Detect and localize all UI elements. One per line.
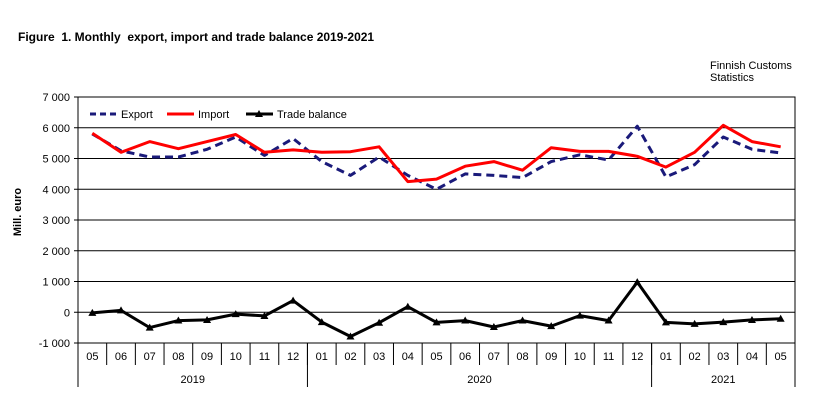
x-tick-label: 01 xyxy=(316,351,328,363)
x-tick-label: 03 xyxy=(717,351,729,363)
y-axis-label: Mill. euro xyxy=(12,188,24,237)
data-point xyxy=(260,311,269,319)
data-point xyxy=(432,318,441,326)
series-lines xyxy=(88,123,785,340)
source-line: Statistics xyxy=(710,72,755,84)
data-point xyxy=(88,308,97,316)
x-tick-label: 07 xyxy=(144,351,156,363)
chart-title: Figure 1. Monthly export, import and tra… xyxy=(18,30,375,44)
x-tick-label: 03 xyxy=(373,351,385,363)
data-point xyxy=(403,302,412,310)
year-label: 2020 xyxy=(467,374,491,386)
legend: Export Import Trade balance xyxy=(90,109,347,121)
data-point xyxy=(461,316,470,324)
x-tick-label: 07 xyxy=(488,351,500,363)
y-tick-label: -1 000 xyxy=(39,338,70,350)
data-point xyxy=(747,315,756,323)
data-point xyxy=(661,318,670,326)
x-tick-label: 08 xyxy=(172,351,184,363)
y-tick-label: 3 000 xyxy=(42,215,70,227)
data-point xyxy=(289,296,298,304)
y-tick-label: 5 000 xyxy=(42,154,70,166)
series-line xyxy=(91,123,781,184)
y-tick-label: 7 000 xyxy=(42,92,70,104)
series-line xyxy=(92,280,781,338)
x-tick-label: 02 xyxy=(688,351,700,363)
data-point xyxy=(633,278,642,286)
data-point xyxy=(719,318,728,326)
data-point xyxy=(604,316,613,324)
y-tick-labels: -1 000 0 1 000 2 000 3 000 4 000 5 000 6 000 7 0… xyxy=(39,92,78,350)
y-tick-label: 4 000 xyxy=(42,184,70,196)
x-tick-label: 12 xyxy=(287,351,299,363)
x-tick-label: 10 xyxy=(574,351,586,363)
x-tick-label: 08 xyxy=(516,351,528,363)
data-point xyxy=(145,323,154,331)
data-point xyxy=(203,315,212,323)
x-tick-label: 05 xyxy=(430,351,442,363)
x-tick-label: 09 xyxy=(201,351,213,363)
data-point xyxy=(346,332,355,340)
legend-marker xyxy=(255,110,263,117)
data-point xyxy=(174,316,183,324)
x-tick-label: 05 xyxy=(86,351,98,363)
source-line: Finnish Customs xyxy=(710,60,792,72)
x-tick-label: 11 xyxy=(603,351,614,363)
x-tick-label: 11 xyxy=(259,351,270,363)
x-axis: 05 06 07 08 09 10 11 12 01 02 03 04 05 06 07 08 09 10 11 12… xyxy=(77,343,796,387)
y-tick-label: 1 000 xyxy=(42,277,70,289)
legend-label: Import xyxy=(198,109,229,121)
data-point xyxy=(690,319,699,327)
x-tick-label: 05 xyxy=(775,351,787,363)
legend-label: Trade balance xyxy=(277,109,347,121)
x-tick-label: 12 xyxy=(631,351,643,363)
x-tick-label: 02 xyxy=(344,351,356,363)
source-label: Finnish Customs Statistics xyxy=(710,60,792,84)
y-tick-label: 2 000 xyxy=(42,246,70,258)
data-point xyxy=(575,311,584,319)
y-tick-label: 6 000 xyxy=(42,123,70,135)
data-point xyxy=(547,322,556,330)
x-tick-label: 09 xyxy=(545,351,557,363)
x-tick-label: 10 xyxy=(230,351,242,363)
x-tick-label: 06 xyxy=(459,351,471,363)
grid-lines xyxy=(77,96,796,344)
x-tick-label: 01 xyxy=(660,351,672,363)
y-tick-label: 0 xyxy=(64,307,70,319)
data-point xyxy=(776,314,785,322)
series-line xyxy=(91,124,781,191)
data-point xyxy=(518,316,527,324)
data-point xyxy=(317,318,326,326)
year-label: 2019 xyxy=(180,374,204,386)
data-point xyxy=(375,318,384,326)
data-point xyxy=(489,323,498,331)
x-tick-label: 06 xyxy=(115,351,127,363)
legend-label: Export xyxy=(121,109,153,121)
x-tick-label: 04 xyxy=(746,351,758,363)
year-label: 2021 xyxy=(711,374,735,386)
data-point xyxy=(117,306,126,314)
data-point xyxy=(231,310,240,318)
x-tick-label: 04 xyxy=(402,351,414,363)
